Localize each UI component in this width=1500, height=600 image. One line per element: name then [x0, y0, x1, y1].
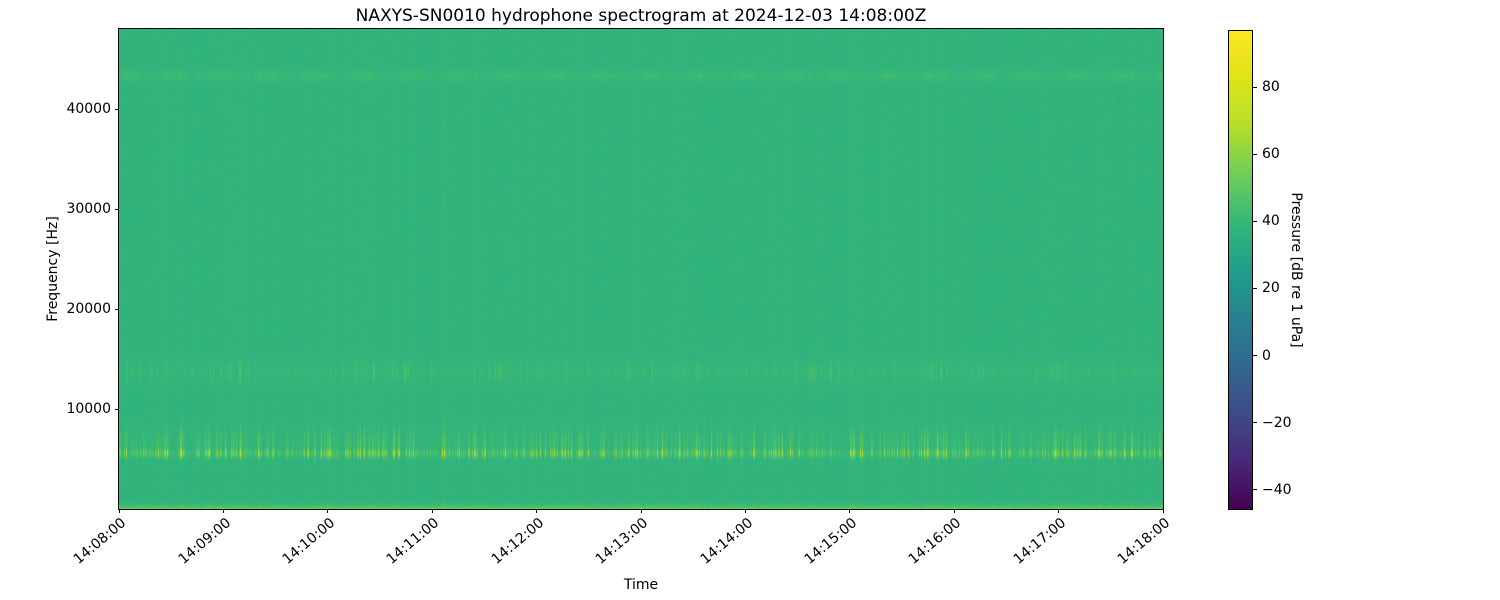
x-tick-label: 14:13:00 [592, 515, 652, 568]
x-tick-mark [1162, 509, 1164, 513]
x-tick-label: 14:16:00 [906, 515, 965, 568]
x-tick-label: 14:09:00 [175, 515, 234, 568]
colorbar-tick-mark [1253, 355, 1257, 357]
x-tick-label: 14:14:00 [697, 515, 756, 568]
x-tick-mark [953, 509, 955, 513]
colorbar-tick-mark [1253, 153, 1257, 155]
x-tick-mark [1058, 509, 1060, 513]
x-tick-label: 14:12:00 [488, 515, 547, 568]
x-tick-label: 14:08:00 [70, 515, 130, 568]
x-axis-label: Time [623, 577, 659, 593]
colorbar-tick-label: −20 [1262, 414, 1292, 431]
x-tick-mark [536, 509, 538, 513]
x-tick-mark [222, 509, 224, 513]
colorbar-tick-mark [1253, 422, 1257, 424]
colorbar-tick-mark [1253, 489, 1257, 491]
colorbar-tick-label: 0 [1262, 347, 1271, 364]
y-tick-mark [115, 308, 119, 310]
x-tick-mark [327, 509, 329, 513]
colorbar-tick-mark [1253, 287, 1257, 289]
x-tick-label: 14:17:00 [1010, 515, 1069, 568]
chart-title: NAXYS-SN0010 hydrophone spectrogram at 2… [355, 6, 927, 26]
y-tick-mark [115, 408, 119, 410]
x-tick-mark [431, 509, 433, 513]
colorbar-tick-label: 40 [1262, 213, 1280, 230]
colorbar-label: Pressure [dB re 1 uPa] [1288, 192, 1304, 348]
x-tick-mark [744, 509, 746, 513]
colorbar-tick-mark [1253, 220, 1257, 222]
y-axis-label: Frequency [Hz] [45, 216, 61, 322]
y-tick-label: 10000 [66, 401, 111, 417]
x-tick-label: 14:10:00 [279, 515, 339, 568]
colorbar-tick-label: 80 [1262, 79, 1280, 96]
colorbar-tick-label: 60 [1262, 146, 1280, 163]
colorbar-tick-label: 20 [1262, 280, 1280, 297]
x-tick-label: 14:15:00 [801, 515, 861, 568]
y-tick-label: 30000 [66, 201, 111, 217]
colorbar-tick-mark [1253, 86, 1257, 88]
x-tick-label: 14:11:00 [384, 515, 443, 568]
y-tick-label: 20000 [66, 301, 111, 317]
x-tick-mark [849, 509, 851, 513]
x-tick-mark [118, 509, 120, 513]
spectrogram-image [119, 29, 1163, 509]
colorbar-tick-label: −40 [1262, 481, 1292, 498]
x-tick-label: 14:18:00 [1114, 515, 1174, 568]
y-tick-label: 40000 [66, 101, 111, 117]
x-tick-mark [640, 509, 642, 513]
colorbar [1228, 30, 1253, 510]
y-tick-mark [115, 208, 119, 210]
y-tick-mark [115, 108, 119, 110]
